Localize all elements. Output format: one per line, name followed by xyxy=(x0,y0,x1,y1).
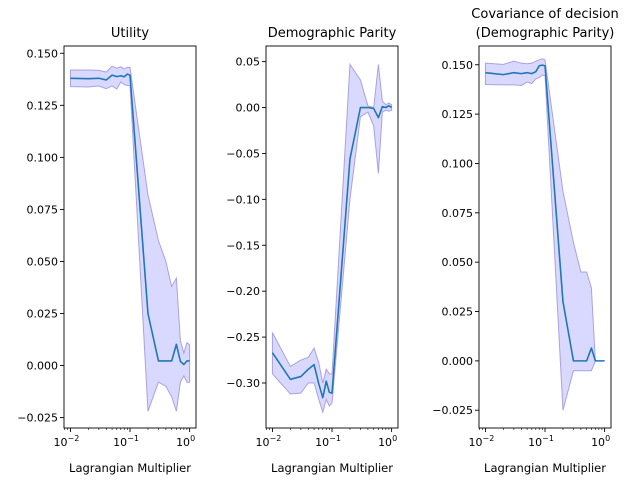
x-tick-label: 10−1 xyxy=(113,434,139,449)
y-tick-label: −0.25 xyxy=(226,331,260,344)
x-tick-label: 10−1 xyxy=(528,434,554,449)
x-tick-label: 10−1 xyxy=(315,434,341,449)
y-tick-label: 0.000 xyxy=(442,355,474,368)
y-tick-label: 0.00 xyxy=(236,102,261,115)
chart-title: Utility xyxy=(111,26,150,41)
y-tick-label: 0.100 xyxy=(442,157,474,170)
y-tick-label: 0.150 xyxy=(442,59,474,72)
chart-title: Demographic Parity xyxy=(268,26,397,41)
y-tick-label: 0.125 xyxy=(442,108,474,121)
x-tick-label: 10−2 xyxy=(469,434,495,449)
y-tick-label: −0.10 xyxy=(226,193,260,206)
subplot-3: −0.025 0.000 0.025 0.050 0.075 0.100 0.125 0.15… xyxy=(432,7,618,475)
chart-title: (Demographic Parity) xyxy=(476,26,615,41)
mean-line xyxy=(271,104,393,399)
y-tick-label: −0.025 xyxy=(432,404,473,417)
y-tick-label: 0.000 xyxy=(27,360,59,373)
mean-line xyxy=(485,64,605,362)
x-axis-label: Lagrangian Multiplier xyxy=(484,461,606,475)
y-tick-label: 0.075 xyxy=(442,207,474,220)
y-tick-label: 0.150 xyxy=(27,47,59,60)
y-tick-label: 0.100 xyxy=(27,151,59,164)
y-tick-label: −0.30 xyxy=(226,377,260,390)
x-axis-label: Lagrangian Multiplier xyxy=(271,461,393,475)
subplot-1: −0.025 0.000 0.025 0.050 0.075 0.100 0.125 0.15… xyxy=(17,26,197,475)
y-tick-label: −0.05 xyxy=(226,147,260,160)
x-tick-label: 100 xyxy=(176,434,195,449)
x-tick-label: 100 xyxy=(378,434,397,449)
confidence-band xyxy=(271,62,393,415)
y-tick-label: 0.05 xyxy=(236,56,261,69)
y-tick-label: 0.025 xyxy=(27,308,59,321)
x-axis-label: Lagrangian Multiplier xyxy=(69,461,191,475)
y-tick-label: −0.20 xyxy=(226,285,260,298)
y-tick-label: 0.025 xyxy=(442,306,474,319)
y-tick-label: −0.025 xyxy=(17,412,58,425)
x-tick-label: 10−2 xyxy=(256,434,282,449)
y-tick-label: 0.050 xyxy=(27,255,59,268)
mean-line xyxy=(70,73,190,366)
y-tick-label: 0.125 xyxy=(27,99,59,112)
x-tick-label: 100 xyxy=(591,434,610,449)
subplot-2: −0.30 −0.25 −0.20 −0.15 −0.10 −0.05 0.00 0.05 10… xyxy=(226,26,399,475)
confidence-band xyxy=(69,65,191,412)
confidence-band xyxy=(484,58,605,411)
chart-title: Covariance of decision xyxy=(471,7,618,22)
x-tick-label: 10−2 xyxy=(54,434,80,449)
y-tick-label: −0.15 xyxy=(226,239,260,252)
y-tick-label: 0.050 xyxy=(442,256,474,269)
y-tick-label: 0.075 xyxy=(27,203,59,216)
